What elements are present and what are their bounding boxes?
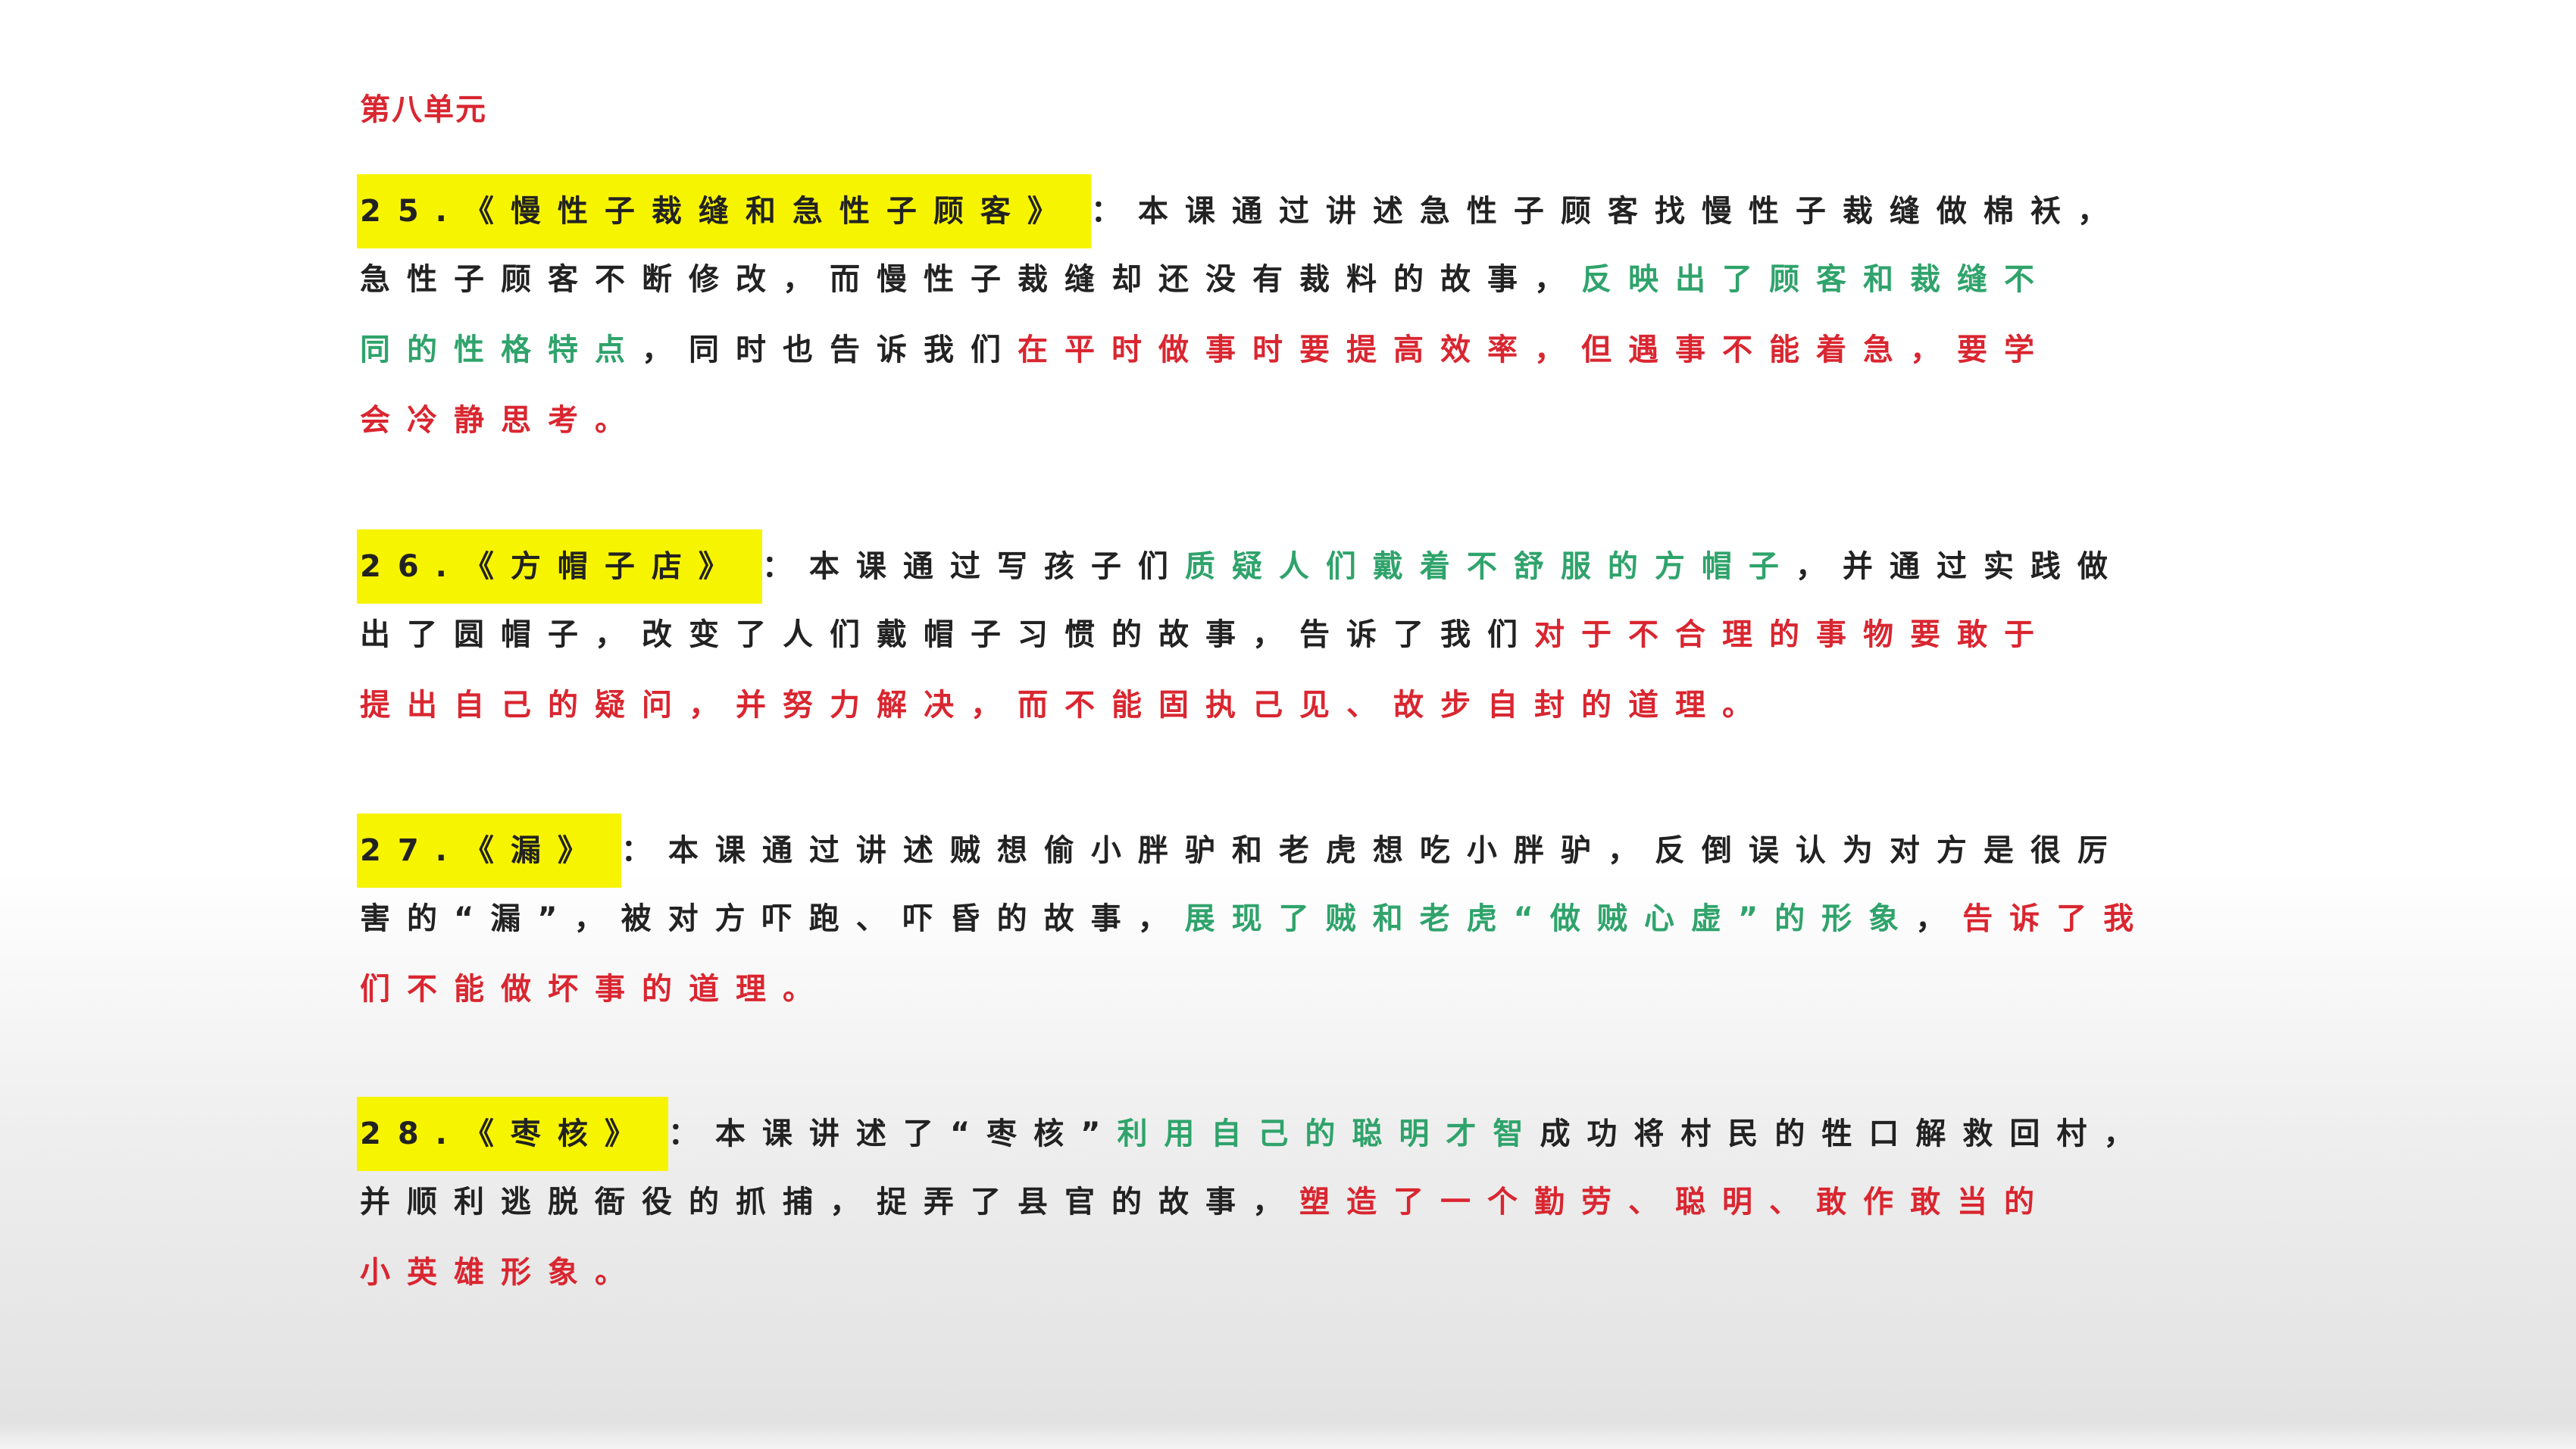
key-point-red: 塑造了一个勤劳、聪明、敢作敢当的 [1299,1185,2051,1219]
text-segment: ：本课通过讲述贼想偷小胖驴和老虎想吃小胖驴，反倒误认为对方是很厉 [621,833,2124,868]
text-line: 并顺利逃脱衙役的抓捕，捉弄了县官的故事，塑造了一个勤劳、聪明、敢作敢当的 [360,1167,2051,1238]
text-line: 害的“漏”，被对方吓跑、吓昏的故事，展现了贼和老虎“做贼心虚”的形象，告诉了我 [360,884,2150,954]
key-point-green: 利用自己的聪明才智 [1117,1116,1540,1151]
lesson-title: 25.《慢性子裁缝和急性子顾客》 [357,174,1091,248]
text-line: 27.《漏》 ：本课通过讲述贼想偷小胖驴和老虎想吃小胖驴，反倒误认为对方是很厉 [357,814,2124,888]
text-segment: ：本课通过写孩子们 [761,549,1185,584]
key-point-green: 同的性格特点 [360,333,642,367]
lesson-title: 27.《漏》 [357,814,621,888]
text-line: 们不能做坏事的道理。 [360,954,830,1025]
text-line: 28.《枣核》 ：本课讲述了“枣核”利用自己的聪明才智成功将村民的牲口解救回村， [357,1097,2151,1171]
text-segment: ：本课讲述了“枣核” [667,1116,1118,1151]
text-segment: 成功将村民的牲口解救回村， [1540,1116,2151,1151]
text-line: 会冷静思考。 [360,386,642,456]
key-point-red: 会冷静思考。 [360,403,642,438]
text-segment: ， [1915,901,1963,936]
text-line: 提出自己的疑问，并努力解决，而不能固执己见、故步自封的道理。 [360,670,1769,741]
key-point-red: 小英雄形象。 [360,1255,642,1290]
lesson-title: 28.《枣核》 [357,1097,668,1171]
key-point-red: 告诉了我 [1962,901,2151,936]
key-point-green: 展现了贼和老虎“做贼心虚”的形象 [1184,901,1916,936]
text-line: 26.《方帽子店》 ：本课通过写孩子们质疑人们戴着不舒服的方帽子，并通过实践做 [357,529,2124,604]
key-point-red: 对于不合理的事物要敢于 [1534,617,2051,652]
text-line: 25.《慢性子裁缝和急性子顾客》 ：本课通过讲述急性子顾客找慢性子裁缝做棉袄， [357,174,2124,248]
text-segment: ，同时也告诉我们 [642,333,1018,367]
text-segment: 出了圆帽子，改变了人们戴帽子习惯的故事，告诉了我们 [360,617,1534,652]
key-point-red: 提出自己的疑问，并努力解决，而不能固执己见、故步自封的道理。 [360,688,1769,723]
text-line: 小英雄形象。 [360,1238,642,1308]
key-point-red: 在平时做事时要提高效率，但遇事不能着急，要学 [1018,333,2051,367]
unit-heading: 第八单元 [360,92,487,127]
key-point-green: 质疑人们戴着不舒服的方帽子 [1184,549,1796,584]
text-line: 急性子顾客不断修改，而慢性子裁缝却还没有裁料的故事，反映出了顾客和裁缝不 [360,245,2051,315]
text-segment: 急性子顾客不断修改，而慢性子裁缝却还没有裁料的故事， [360,262,1581,297]
text-segment: ，并通过实践做 [1795,549,2124,584]
text-line: 同的性格特点，同时也告诉我们在平时做事时要提高效率，但遇事不能着急，要学 [360,315,2051,386]
text-segment: ：本课通过讲述急性子顾客找慢性子裁缝做棉袄， [1090,194,2124,229]
key-point-green: 反映出了顾客和裁缝不 [1581,262,2051,297]
text-segment: 并顺利逃脱衙役的抓捕，捉弄了县官的故事， [360,1185,1299,1219]
key-point-red: 们不能做坏事的道理。 [360,972,830,1007]
text-line: 出了圆帽子，改变了人们戴帽子习惯的故事，告诉了我们对于不合理的事物要敢于 [360,600,2051,670]
lesson-title: 26.《方帽子店》 [357,529,762,604]
text-segment: 害的“漏”，被对方吓跑、吓昏的故事， [360,901,1185,936]
